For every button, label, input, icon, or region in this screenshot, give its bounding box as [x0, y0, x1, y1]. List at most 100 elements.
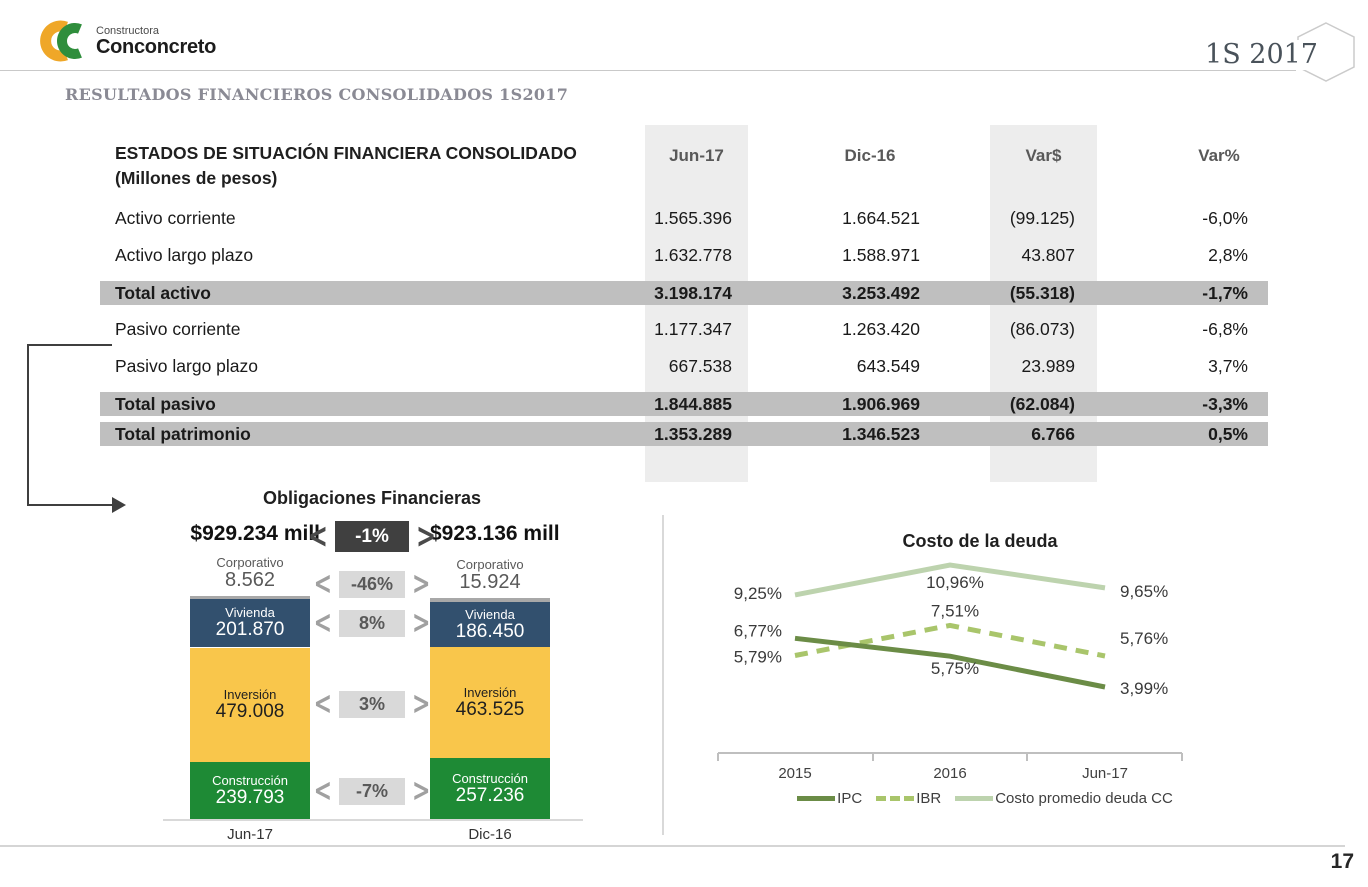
costo-deuda-legend: IPC IBR Costo promedio deuda CC — [700, 790, 1270, 807]
brand-top: Constructora — [96, 24, 159, 37]
bar-category-label: Jun-17 — [227, 826, 273, 843]
chevron-left-icon: < — [313, 773, 332, 810]
obligaciones-title: Obligaciones Financieras — [262, 488, 482, 508]
obligaciones-total-jun17: $929.234 mill — [190, 522, 320, 545]
change-badge-vivienda: 8% — [339, 609, 405, 637]
bar-segment-vivienda: Vivienda 186.450 — [430, 602, 550, 648]
legend-swatch-icon — [797, 796, 836, 801]
chevron-left-icon: < — [313, 686, 332, 724]
cc-logo-icon — [40, 20, 82, 62]
cell-jun17: 667.538 — [668, 356, 732, 376]
segment-value: 8.562 — [224, 569, 276, 592]
table-row: Total pasivo 1.844.885 1.906.969 (62.084) -3… — [100, 391, 1268, 416]
segment-name: Inversión — [223, 686, 277, 702]
change-badge-inversion-row: <3% > — [292, 686, 452, 724]
cell-dic16: 1.664.521 — [842, 208, 920, 228]
table-row: Total activo 3.198.174 3.253.492 (55.318) -1… — [100, 280, 1268, 305]
cell-jun17: 1.177.347 — [654, 319, 732, 339]
legend-item-costo-promedio-deuda-cc: Costo promedio deuda CC — [955, 790, 1173, 807]
legend-item-ipc: IPC — [797, 790, 862, 807]
row-label: Total activo — [115, 282, 211, 303]
brand-text: Constructora Conconcreto — [96, 25, 216, 58]
costo-deuda-svg: 2015 2016 Jun-17 6,77% 5,75% 3,99% 5,79% 7,51% 5… — [717, 562, 1183, 782]
column-header-var-pct: Var% — [1198, 146, 1240, 165]
period-badge: 1S 2017 — [1197, 40, 1318, 70]
chevron-left-icon: < — [307, 515, 328, 557]
legend-label: Costo promedio deuda CC — [995, 790, 1173, 807]
chevron-right-icon: > — [416, 515, 437, 557]
segment-name: Construcción — [212, 773, 288, 789]
bar-segment-vivienda: Vivienda 201.870 — [190, 599, 310, 648]
segment-name: Corporativo — [216, 555, 284, 571]
chevron-right-icon: > — [412, 565, 431, 603]
table-title: ESTADOS DE SITUACIÓN FINANCIERA CONSOLID… — [115, 141, 577, 191]
change-badge-construccion: -7% — [339, 777, 405, 805]
table-title-line2: (Millones de pesos) — [115, 168, 278, 188]
cell-dic16: 643.549 — [856, 356, 920, 376]
bar-segment-corporativo — [430, 598, 550, 603]
data-label-ipc: 5,75% — [931, 659, 979, 678]
bar-segment-construccion: Construcción 257.236 — [430, 758, 550, 820]
data-label-ibr: 5,79% — [734, 648, 782, 667]
line-costo-promedio-deuda-cc — [794, 562, 1106, 598]
bar-category-label: Dic-16 — [468, 826, 512, 843]
column-header-var-abs: Var$ — [1025, 146, 1062, 165]
row-label: Activo largo plazo — [115, 245, 254, 265]
cell-var-pct: 2,8% — [1208, 245, 1248, 265]
row-label: Total pasivo — [115, 393, 216, 414]
change-badge-corporativo-row: < -46% > — [292, 565, 452, 603]
row-label: Pasivo corriente — [115, 319, 241, 339]
segment-value: 15.924 — [459, 571, 521, 594]
table-row: Activo corriente 1.565.396 1.664.521 (99.12… — [100, 200, 1268, 237]
cell-jun17: 3.198.174 — [654, 282, 732, 303]
legend-swatch-icon — [955, 796, 994, 801]
company-logo: Constructora Conconcreto — [34, 18, 216, 64]
data-label-ipc: 6,77% — [734, 621, 782, 640]
costo-deuda-title: Costo de la deuda — [902, 531, 1058, 551]
change-badge-vivienda-row: <8% > — [292, 605, 452, 642]
cell-var-abs: (99.125) — [1009, 208, 1075, 228]
legend-label: IBR — [916, 790, 942, 807]
table-title-line1: ESTADOS DE SITUACIÓN FINANCIERA CONSOLID… — [115, 143, 577, 163]
row-label: Total patrimonio — [115, 424, 251, 444]
data-label-ibr: 5,76% — [1120, 629, 1168, 648]
chevron-right-icon: > — [412, 773, 431, 810]
cell-var-pct: 0,5% — [1208, 424, 1248, 444]
cell-var-abs: 6.766 — [1031, 424, 1075, 444]
total-change-badge: -1% — [335, 520, 409, 552]
header-divider — [0, 70, 1296, 71]
cell-var-abs: (62.084) — [1009, 393, 1075, 414]
legend-swatch-icon — [876, 796, 915, 801]
table-row: Pasivo largo plazo 667.538 643.549 23.989 3,… — [100, 348, 1268, 385]
change-badge-inversion: 3% — [339, 691, 405, 719]
brand-bottom: Conconcreto — [96, 35, 217, 58]
table-row: Activo largo plazo 1.632.778 1.588.971 43.8… — [100, 237, 1268, 274]
cell-var-pct: 3,7% — [1208, 356, 1248, 376]
obligaciones-total-dic16: $923.136 mill — [430, 522, 560, 545]
page-number: 17 — [1330, 850, 1354, 873]
segment-name: Corporativo — [456, 557, 524, 573]
cell-dic16: 1.588.971 — [842, 245, 920, 265]
cell-dic16: 1.906.969 — [842, 393, 920, 414]
cell-var-pct: -1,7% — [1202, 282, 1248, 303]
x-tick-label: 2015 — [778, 765, 811, 782]
bar-segment-construccion: Construcción 239.793 — [190, 762, 310, 820]
row-label: Pasivo largo plazo — [115, 356, 258, 376]
financial-table-rows: Activo corriente 1.565.396 1.664.521 (99.12… — [100, 200, 1268, 453]
change-badge-corporativo: -46% — [339, 570, 405, 598]
cell-var-abs: 43.807 — [1021, 245, 1075, 265]
x-axis — [717, 752, 1183, 761]
line-ipc — [794, 635, 1106, 690]
obligaciones-x-axis — [163, 819, 583, 821]
legend-item-ibr: IBR — [876, 790, 941, 807]
cell-var-abs: 23.989 — [1021, 356, 1075, 376]
cell-var-pct: -6,0% — [1202, 208, 1248, 228]
cell-jun17: 1.632.778 — [654, 245, 732, 265]
segment-value: 186.450 — [455, 620, 525, 642]
legend-label: IPC — [837, 790, 863, 807]
chevron-left-icon: < — [313, 565, 332, 603]
data-label-costo-promedio-deuda-cc: 9,65% — [1120, 582, 1168, 601]
line-ibr — [794, 622, 1106, 659]
chevron-right-icon: > — [412, 605, 431, 642]
